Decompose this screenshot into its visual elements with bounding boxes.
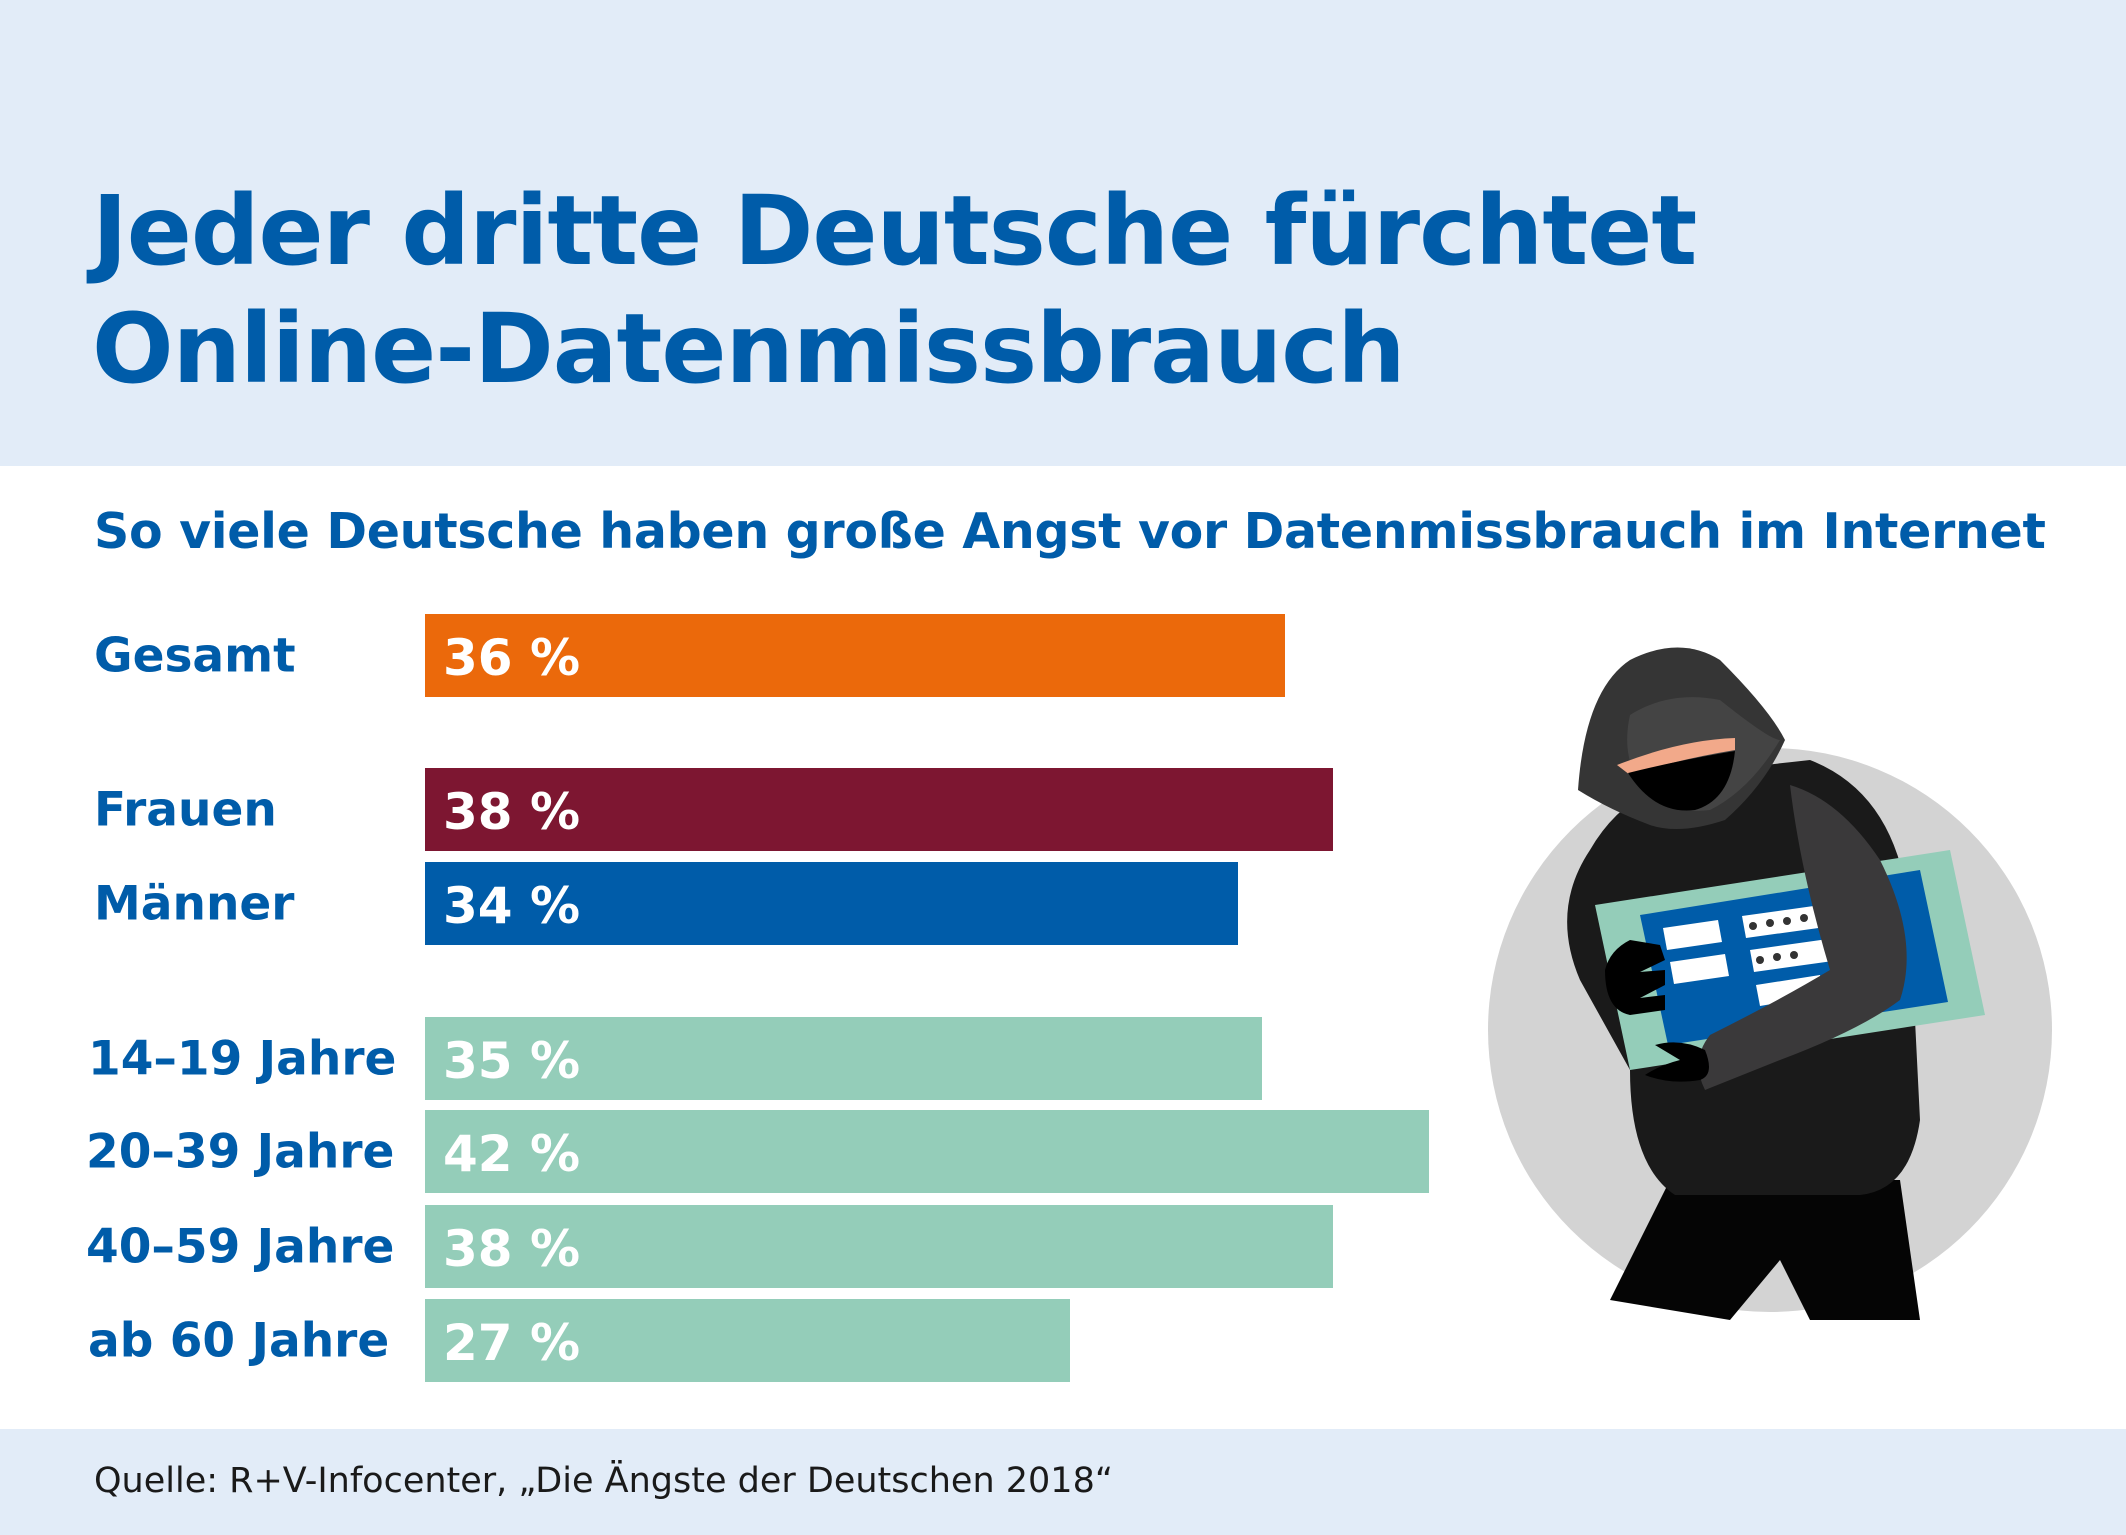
bar-value-label: 38 % xyxy=(443,782,581,841)
thief-glove-left xyxy=(1605,940,1665,1015)
bar xyxy=(425,1205,1334,1288)
bar-value-label: 38 % xyxy=(443,1219,581,1278)
bar xyxy=(425,1299,1071,1382)
bar-value-label: 27 % xyxy=(443,1313,581,1372)
category-label: ab 60 Jahre xyxy=(88,1313,390,1368)
bar xyxy=(425,862,1238,945)
bar xyxy=(425,614,1286,697)
footer-band xyxy=(0,1429,2126,1535)
bar-value-label: 42 % xyxy=(443,1124,581,1183)
page-title: Jeder dritte Deutsche fürchtet Online-Da… xyxy=(92,172,1697,408)
thief-eyes-strip xyxy=(1617,738,1735,775)
category-label: 40–59 Jahre xyxy=(86,1219,395,1274)
category-label: 14–19 Jahre xyxy=(88,1031,397,1086)
bar xyxy=(425,768,1334,851)
header-band: Jeder dritte Deutsche fürchtet Online-Da… xyxy=(0,0,2126,466)
bar xyxy=(425,1110,1429,1193)
category-label: Männer xyxy=(94,876,295,931)
thief-arm xyxy=(1698,785,1907,1090)
thief-mask xyxy=(1628,751,1735,811)
chart-subtitle: So viele Deutsche haben große Angst vor … xyxy=(94,503,2046,560)
bar xyxy=(425,1017,1262,1100)
category-label: Frauen xyxy=(94,782,277,837)
category-label: Gesamt xyxy=(94,628,296,683)
source-note: Quelle: R+V-Infocenter, „Die Ängste der … xyxy=(94,1461,1113,1501)
category-label: 20–39 Jahre xyxy=(86,1124,395,1179)
title-line-1: Jeder dritte Deutsche fürchtet xyxy=(92,175,1697,287)
title-line-2: Online-Datenmissbrauch xyxy=(92,293,1406,405)
bar-value-label: 35 % xyxy=(443,1031,581,1090)
thief-glove-right xyxy=(1645,1042,1709,1082)
hooded-thief-illustration xyxy=(1488,647,2052,1320)
thief-legs xyxy=(1610,1180,1920,1320)
bar-value-label: 36 % xyxy=(443,628,581,687)
bar-value-label: 34 % xyxy=(443,876,581,935)
